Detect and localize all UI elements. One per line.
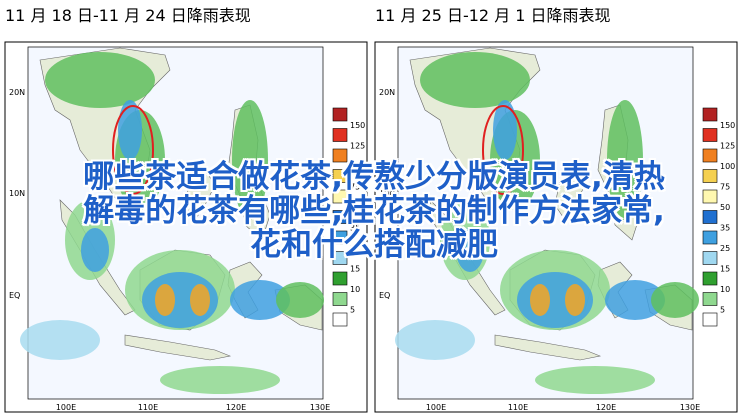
legend-swatch (332, 292, 348, 306)
lon-label: 110E (508, 403, 528, 412)
legend-swatch (332, 312, 348, 327)
legend-swatch (702, 107, 718, 122)
rain-area (230, 280, 290, 320)
lon-label: 100E (56, 403, 76, 412)
legend-swatch (702, 251, 718, 265)
rain-area (81, 228, 109, 272)
legend-label: 50 (350, 203, 360, 212)
legend-swatch (702, 128, 718, 142)
legend-swatch (702, 210, 718, 224)
legend-label: 10 (720, 285, 730, 294)
rain-area (535, 366, 655, 394)
map-content (395, 47, 699, 394)
legend-label: 100 (350, 162, 365, 171)
lat-label: 10N (9, 189, 25, 198)
legend-label: 125 (350, 142, 365, 151)
legend-label: 25 (350, 244, 360, 253)
legend-swatch (332, 251, 348, 265)
legend-swatch (332, 148, 348, 163)
land (494, 334, 602, 361)
lat-label: 20N (9, 88, 25, 97)
rain-area (607, 100, 643, 220)
rain-area (605, 280, 665, 320)
legend-label: 35 (350, 224, 360, 233)
overlay-line: 哪些茶适合做花茶,传熬少分版演员表,清热 (83, 159, 665, 195)
legend-swatch (702, 230, 718, 245)
legend-swatch (702, 189, 718, 204)
lon-label: 110E (138, 403, 158, 412)
lat-label: EQ (379, 291, 390, 300)
rain-area (651, 282, 699, 318)
rain-area (118, 100, 142, 160)
lon-label: 120E (596, 403, 616, 412)
map-content (20, 47, 324, 394)
highlight-circle (482, 105, 524, 195)
legend-label: 10 (350, 285, 360, 294)
lat-label: 10N (379, 189, 395, 198)
legend-swatch (702, 292, 718, 306)
rain-area (160, 366, 280, 394)
legend-swatch (332, 271, 348, 286)
legend-label: 150 (720, 121, 735, 130)
rain-area (456, 228, 484, 272)
highlight-circle (112, 105, 154, 195)
legend-label: 125 (720, 142, 735, 151)
panel-title: 11 月 18 日-11 月 24 日降雨表现 (5, 6, 251, 25)
rain-area (45, 52, 155, 108)
land (554, 169, 586, 221)
map-panel: 11 月 18 日-11 月 24 日降雨表现 20N 10N EQ 100E 110E 1… (4, 6, 368, 413)
legend-label: 25 (720, 244, 730, 253)
legend-swatch (332, 169, 348, 183)
legend-swatch (332, 230, 348, 245)
legend-label: 15 (720, 265, 730, 274)
rain-area (565, 284, 585, 316)
lon-label: 130E (310, 403, 330, 412)
legend-label: 75 (350, 183, 360, 192)
lon-label: 120E (226, 403, 246, 412)
land (184, 169, 216, 221)
rain-area (155, 284, 175, 316)
legend-label: 5 (350, 306, 355, 315)
rain-area (276, 282, 324, 318)
legend-label: 15 (350, 265, 360, 274)
rain-area (395, 320, 475, 360)
lon-label: 130E (680, 403, 700, 412)
rain-area (420, 52, 530, 108)
legend-label: 75 (720, 183, 730, 192)
overlay-line: 解毒的花茶有哪些,桂花茶的制作方法家常, (83, 193, 665, 229)
legend-swatch (332, 128, 348, 142)
rain-area (530, 284, 550, 316)
legend-swatch (702, 271, 718, 286)
legend-swatch (332, 107, 348, 122)
legend-label: 50 (720, 203, 730, 212)
legend-swatch (332, 210, 348, 224)
lat-label: EQ (9, 291, 20, 300)
lon-label: 100E (426, 403, 446, 412)
legend-swatch (702, 312, 718, 327)
legend-label: 150 (350, 121, 365, 130)
map-panel: 11 月 25 日-12 月 1 日降雨表现 20N 10N EQ 100E 110E 12… (374, 6, 738, 413)
legend-swatch (702, 148, 718, 163)
legend-label: 5 (720, 306, 725, 315)
panel-title: 11 月 25 日-12 月 1 日降雨表现 (375, 6, 611, 25)
legend-label: 35 (720, 224, 730, 233)
legend-swatch (332, 189, 348, 204)
legend-swatch (702, 169, 718, 183)
lat-label: 20N (379, 88, 395, 97)
overlay-line: 花和什么搭配减肥 (250, 227, 498, 263)
rain-area (20, 320, 100, 360)
land (124, 334, 232, 361)
rain-area (493, 100, 517, 160)
legend-label: 100 (720, 162, 735, 171)
rain-area (232, 100, 268, 220)
rain-area (190, 284, 210, 316)
